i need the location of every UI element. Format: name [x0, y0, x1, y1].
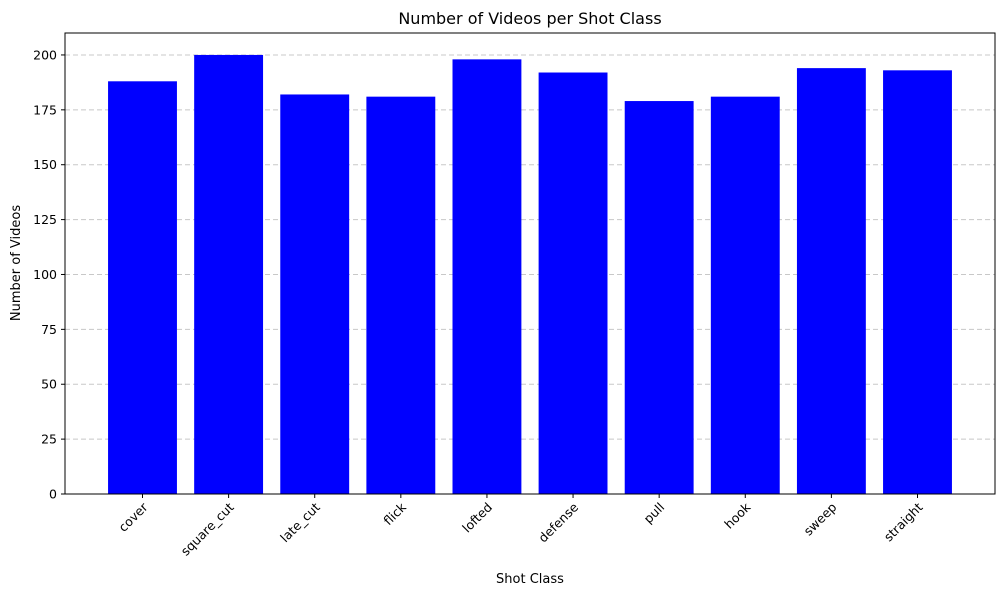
bar-hook: [710, 96, 780, 495]
chart-title: Number of Videos per Shot Class: [398, 9, 661, 28]
bar-defense: [538, 72, 608, 494]
y-tick-label: 200: [33, 47, 57, 62]
y-tick-label: 175: [33, 102, 57, 117]
bar-late-cut: [280, 94, 350, 494]
y-tick-label: 100: [33, 267, 57, 282]
bar-straight: [883, 70, 952, 495]
x-tick-label: pull: [641, 500, 668, 527]
x-tick-label: sweep: [801, 499, 840, 538]
x-tick-label: flick: [380, 499, 409, 528]
y-axis-ticks: 0 25 50 75 100 125 150 175 200: [33, 47, 65, 502]
x-tick-label: lofted: [459, 500, 495, 536]
bar-pull: [624, 101, 694, 495]
plot-frame: [64, 32, 996, 495]
x-tick-label: hook: [721, 499, 754, 532]
x-tick-label: cover: [115, 499, 151, 535]
x-tick-label: late_cut: [277, 499, 323, 545]
y-tick-label: 50: [41, 377, 57, 392]
y-tick-label: 125: [33, 212, 57, 227]
y-axis-label: Number of Videos: [9, 205, 24, 321]
x-axis-ticks: cover square_cut late_cut flick lofted defens…: [115, 494, 926, 559]
y-tick-label: 75: [41, 322, 57, 337]
bar-sweep: [796, 68, 866, 494]
x-axis-label: Shot Class: [496, 572, 564, 587]
y-tick-label: 25: [41, 432, 57, 447]
x-tick-label: defense: [535, 499, 581, 545]
y-tick-label: 150: [33, 157, 57, 172]
bar-cover: [108, 81, 177, 495]
bar-lofted: [452, 59, 522, 494]
bar-square-cut: [194, 54, 264, 494]
x-tick-label: square_cut: [178, 499, 237, 558]
x-tick-label: straight: [881, 499, 926, 544]
bars: [108, 54, 952, 495]
y-tick-label: 0: [49, 487, 57, 502]
bar-flick: [366, 96, 436, 495]
